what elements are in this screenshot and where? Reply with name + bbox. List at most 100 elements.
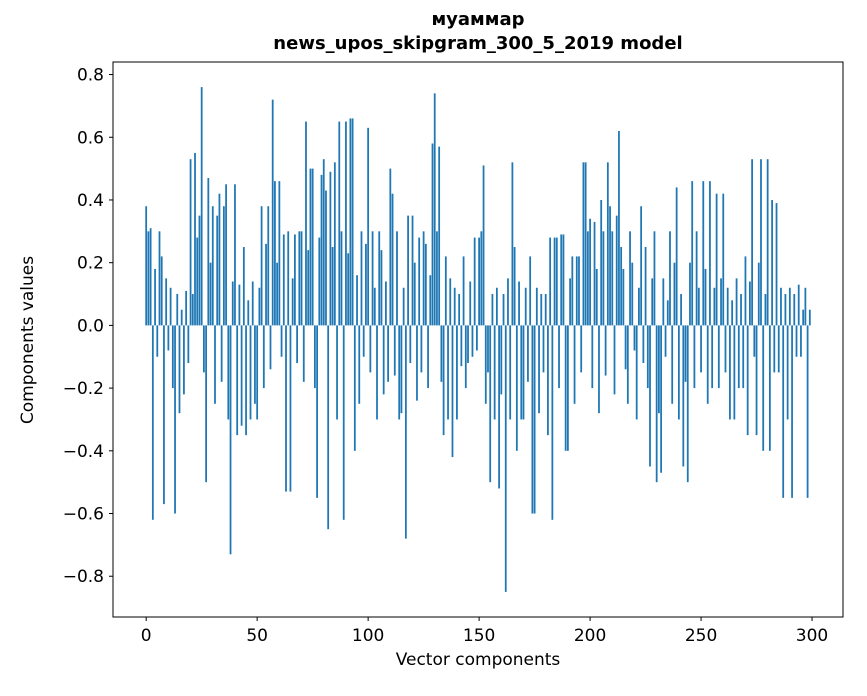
chart-title: муаммар bbox=[431, 9, 525, 30]
bar bbox=[606, 162, 609, 326]
bar bbox=[227, 325, 230, 420]
bar bbox=[624, 325, 627, 370]
bar bbox=[800, 325, 802, 357]
bar bbox=[658, 325, 660, 414]
bar bbox=[744, 256, 747, 326]
bar bbox=[427, 325, 429, 389]
bar bbox=[729, 325, 731, 420]
bar bbox=[722, 193, 725, 326]
bar bbox=[371, 231, 374, 326]
bar bbox=[788, 287, 791, 326]
bar bbox=[220, 325, 223, 382]
bar bbox=[236, 325, 239, 436]
bar bbox=[360, 231, 363, 326]
bar bbox=[424, 243, 427, 326]
bar bbox=[746, 325, 749, 436]
bar bbox=[697, 287, 700, 326]
bar bbox=[742, 325, 745, 389]
bar bbox=[214, 325, 216, 404]
bar bbox=[451, 325, 454, 458]
bar bbox=[356, 275, 358, 326]
x-tick-label: 250 bbox=[685, 626, 717, 646]
bar bbox=[373, 287, 376, 326]
bar bbox=[620, 247, 623, 326]
bar bbox=[666, 300, 669, 326]
bar bbox=[340, 231, 343, 326]
y-tick-label: 0.2 bbox=[77, 254, 104, 274]
bar bbox=[584, 162, 587, 326]
chart-subtitle: news_upos_skipgram_300_5_2019 model bbox=[273, 33, 683, 54]
y-tick-label: 0.0 bbox=[77, 316, 104, 336]
bar bbox=[442, 325, 445, 436]
bar bbox=[737, 325, 740, 389]
bar bbox=[740, 294, 742, 326]
bar bbox=[209, 262, 212, 326]
bar bbox=[380, 250, 383, 326]
bar bbox=[429, 275, 432, 326]
bar bbox=[791, 325, 793, 498]
bar bbox=[476, 325, 478, 351]
bar bbox=[753, 325, 756, 357]
bar bbox=[382, 325, 385, 395]
bar bbox=[353, 325, 356, 451]
bar bbox=[500, 325, 503, 395]
bar bbox=[764, 294, 767, 326]
bar bbox=[216, 215, 219, 326]
bar bbox=[154, 268, 156, 326]
bar bbox=[225, 184, 227, 326]
bar bbox=[307, 250, 310, 326]
bar bbox=[402, 287, 405, 326]
bar bbox=[238, 284, 241, 326]
bar bbox=[682, 325, 685, 467]
bar bbox=[724, 325, 727, 373]
bar bbox=[602, 231, 605, 326]
bar bbox=[265, 243, 267, 326]
x-axis-label: Vector components bbox=[395, 650, 561, 670]
bar bbox=[276, 262, 279, 326]
bar bbox=[717, 325, 720, 389]
bar bbox=[447, 325, 449, 420]
bar bbox=[766, 159, 769, 326]
bar bbox=[622, 268, 625, 326]
bar bbox=[367, 127, 370, 326]
bar bbox=[675, 187, 678, 326]
bar bbox=[589, 218, 591, 326]
bar bbox=[595, 268, 598, 326]
bar bbox=[757, 262, 760, 326]
bar bbox=[473, 237, 476, 326]
bar bbox=[176, 294, 179, 326]
bar bbox=[242, 247, 245, 326]
bar bbox=[198, 215, 201, 326]
bar bbox=[655, 325, 658, 483]
bar bbox=[349, 118, 352, 326]
bar bbox=[695, 231, 698, 326]
bar bbox=[562, 234, 565, 326]
bar bbox=[462, 256, 465, 326]
bar bbox=[749, 281, 751, 326]
bar bbox=[760, 159, 762, 326]
bar bbox=[289, 325, 292, 492]
bar bbox=[271, 99, 274, 326]
bar bbox=[653, 231, 656, 326]
bar bbox=[291, 278, 294, 326]
bar bbox=[396, 231, 398, 326]
bar bbox=[680, 294, 682, 326]
x-tick-label: 300 bbox=[796, 626, 828, 646]
bar bbox=[331, 247, 334, 326]
bar bbox=[407, 215, 409, 326]
bar bbox=[598, 325, 600, 414]
x-tick-label: 100 bbox=[352, 626, 384, 646]
bar bbox=[191, 294, 194, 326]
bar bbox=[711, 325, 714, 389]
bar bbox=[362, 325, 365, 357]
bar bbox=[613, 325, 616, 395]
bar bbox=[580, 325, 583, 373]
bar bbox=[316, 325, 318, 498]
bar bbox=[203, 325, 205, 373]
bar bbox=[262, 325, 265, 389]
bar bbox=[575, 256, 578, 326]
bar bbox=[325, 190, 327, 326]
bar bbox=[431, 143, 434, 326]
bar bbox=[194, 152, 196, 326]
bar bbox=[433, 93, 436, 326]
